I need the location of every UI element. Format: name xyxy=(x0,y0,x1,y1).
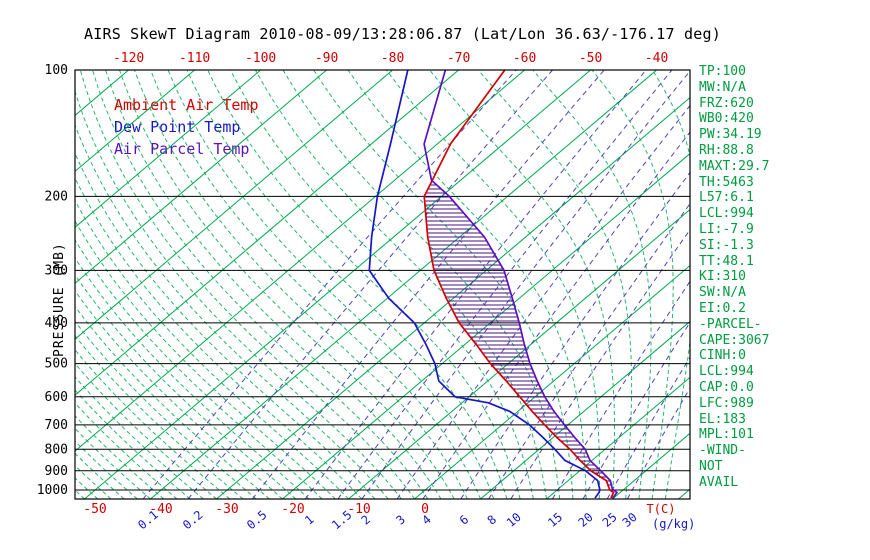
legend-ambient-air-temp: Ambient Air Temp xyxy=(114,96,259,114)
pressure-tick: 1000 xyxy=(37,483,68,498)
stats-line: CAP:0.0 xyxy=(699,379,754,395)
stats-line: EI:0.2 xyxy=(699,300,746,316)
top-temp-tick: -110 xyxy=(179,51,210,66)
stats-panel: TP:100 MW:N/A FRZ:620 WB0:420 PW:34.19 RH:88.… xyxy=(699,64,769,491)
stats-line: TT:48.1 xyxy=(699,253,754,269)
top-temp-tick: -100 xyxy=(245,51,276,66)
pressure-tick: 900 xyxy=(45,464,68,479)
stats-line: CAPE:3067 xyxy=(699,332,770,348)
legend-air-parcel-temp: Air Parcel Temp xyxy=(114,140,250,158)
top-temp-tick: -40 xyxy=(645,51,668,66)
pressure-tick: 500 xyxy=(45,357,68,372)
pressure-tick: 700 xyxy=(45,418,68,433)
stats-line: MW:N/A xyxy=(699,79,746,95)
stats-line: LCL:994 xyxy=(699,364,754,380)
series-ambient-air-temp xyxy=(423,70,615,499)
stats-line: EL:183 xyxy=(699,411,746,427)
mixing-ratio-tick: 3 xyxy=(393,512,408,527)
mixing-ratio-tick: 10 xyxy=(504,510,524,530)
mixing-ratio-tick: 30 xyxy=(620,510,640,530)
mixing-ratio-tick: 1 xyxy=(302,512,317,527)
mixing-ratio-tick: 15 xyxy=(545,510,565,530)
stats-line: SI:-1.3 xyxy=(699,237,754,253)
mixing-ratio-tick: 4 xyxy=(419,512,434,527)
stats-line: -WIND- xyxy=(699,443,746,459)
stats-line: SW:N/A xyxy=(699,285,746,301)
bottom-temp-tick: -50 xyxy=(83,502,106,517)
bottom-temp-tick: -40 xyxy=(149,502,172,517)
bottom-temp-tick: -30 xyxy=(215,502,238,517)
pressure-tick: 600 xyxy=(45,390,68,405)
stats-line: AVAIL xyxy=(699,474,739,490)
axis-labels: -120 -110 -100 -90 -80 -70 -60 -50 -40-50 -40 -30-… xyxy=(37,51,696,532)
top-temp-tick: -120 xyxy=(113,51,144,66)
stats-line: RH:88.8 xyxy=(699,142,754,158)
stats-line: MPL:101 xyxy=(699,427,754,443)
pressure-tick: 100 xyxy=(45,63,68,78)
mixing-ratio-tick: 25 xyxy=(600,510,620,530)
mixing-ratio-tick: 20 xyxy=(576,510,596,530)
stats-line: FRZ:620 xyxy=(699,95,754,111)
stats-line: -PARCEL- xyxy=(699,316,762,332)
pressure-gridlines xyxy=(75,69,690,491)
cape-hatch xyxy=(424,184,612,486)
stats-line: LI:-7.9 xyxy=(699,221,754,237)
series-dew-point-temp xyxy=(368,70,601,499)
pressure-tick: 400 xyxy=(45,316,68,331)
stats-line: NOT xyxy=(699,458,723,474)
stats-line: LCL:994 xyxy=(699,206,754,222)
background-lines xyxy=(75,70,690,499)
mixing-unit-label: (g/kg) xyxy=(652,517,695,531)
chart-title: AIRS SkewT Diagram 2010-08-09/13:28:06.8… xyxy=(84,25,721,43)
mixing-ratio-tick: 0.5 xyxy=(244,508,270,533)
stats-line: TH:5463 xyxy=(699,174,754,190)
stats-line: KI:310 xyxy=(699,269,746,285)
temp-unit-label: T(C) xyxy=(647,502,676,516)
mixing-ratio-tick: 8 xyxy=(485,512,500,527)
stats-line: L57:6.1 xyxy=(699,190,754,206)
top-temp-tick: -70 xyxy=(447,51,470,66)
plot-border xyxy=(74,69,691,500)
stats-line: MAXT:29.7 xyxy=(699,158,770,174)
stats-line: TP:100 xyxy=(699,64,746,79)
stats-line: LFC:989 xyxy=(699,395,754,411)
top-temp-tick: -60 xyxy=(513,51,536,66)
mixing-ratio-tick: 6 xyxy=(457,512,472,527)
series-air-parcel-temp xyxy=(423,70,619,499)
pressure-tick: 200 xyxy=(45,189,68,204)
bottom-temp-tick: 0 xyxy=(421,502,429,517)
top-temp-tick: -90 xyxy=(315,51,338,66)
top-temp-tick: -80 xyxy=(381,51,404,66)
bottom-temp-tick: -20 xyxy=(281,502,304,517)
bottom-temp-tick: -10 xyxy=(347,502,370,517)
pressure-tick: 300 xyxy=(45,263,68,278)
top-temp-tick: -50 xyxy=(579,51,602,66)
pressure-tick: 800 xyxy=(45,442,68,457)
mixing-ratio-tick: 2 xyxy=(359,512,374,527)
chart-legend: Ambient Air Temp Dew Point Temp Air Parc… xyxy=(114,94,259,160)
stats-line: WB0:420 xyxy=(699,111,754,127)
stats-line: CINH:0 xyxy=(699,348,746,364)
sounding-curves xyxy=(368,70,619,499)
mixing-ratio-tick: 0.2 xyxy=(180,508,206,533)
stats-line: PW:34.19 xyxy=(699,127,762,143)
